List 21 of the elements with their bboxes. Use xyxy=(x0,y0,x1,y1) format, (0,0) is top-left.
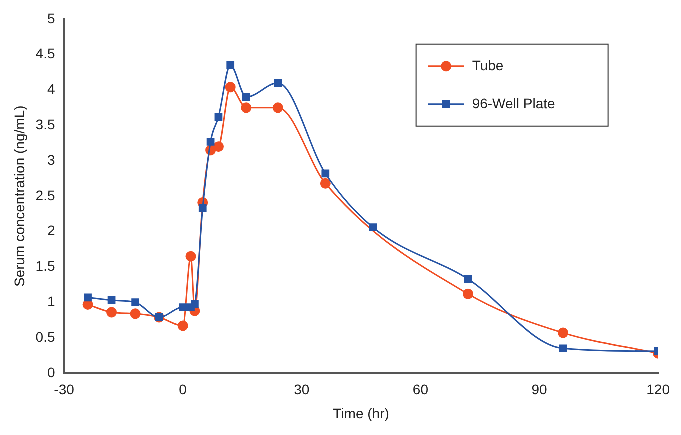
y-tick-label: 1 xyxy=(47,293,56,310)
x-tick-label: -30 xyxy=(54,382,75,398)
y-tick-label: 4 xyxy=(47,81,56,98)
y-tick-label: 3.5 xyxy=(36,116,56,132)
x-axis-title: Time (hr) xyxy=(333,405,390,422)
x-tick-label: 60 xyxy=(412,382,429,398)
y-tick-label: 5 xyxy=(47,10,56,26)
y-tick-label: 0.5 xyxy=(36,328,56,345)
legend-label: 96-Well Plate xyxy=(472,95,556,112)
x-tick-label: 0 xyxy=(179,382,188,398)
y-tick-label: 4.5 xyxy=(36,46,56,62)
y-axis-title: Serum concentration (ng/mL) xyxy=(11,106,28,288)
y-tick-label: 2.5 xyxy=(36,187,56,204)
y-tick-label: 2 xyxy=(47,222,56,239)
x-tick-label: 120 xyxy=(646,382,670,398)
legend-label: Tube xyxy=(472,57,504,74)
y-tick-label: 1.5 xyxy=(36,258,56,274)
y-tick-label: 0 xyxy=(47,364,56,380)
x-tick-label: 30 xyxy=(294,382,310,398)
y-tick-label: 3 xyxy=(47,152,56,168)
x-tick-label: 90 xyxy=(532,382,548,398)
